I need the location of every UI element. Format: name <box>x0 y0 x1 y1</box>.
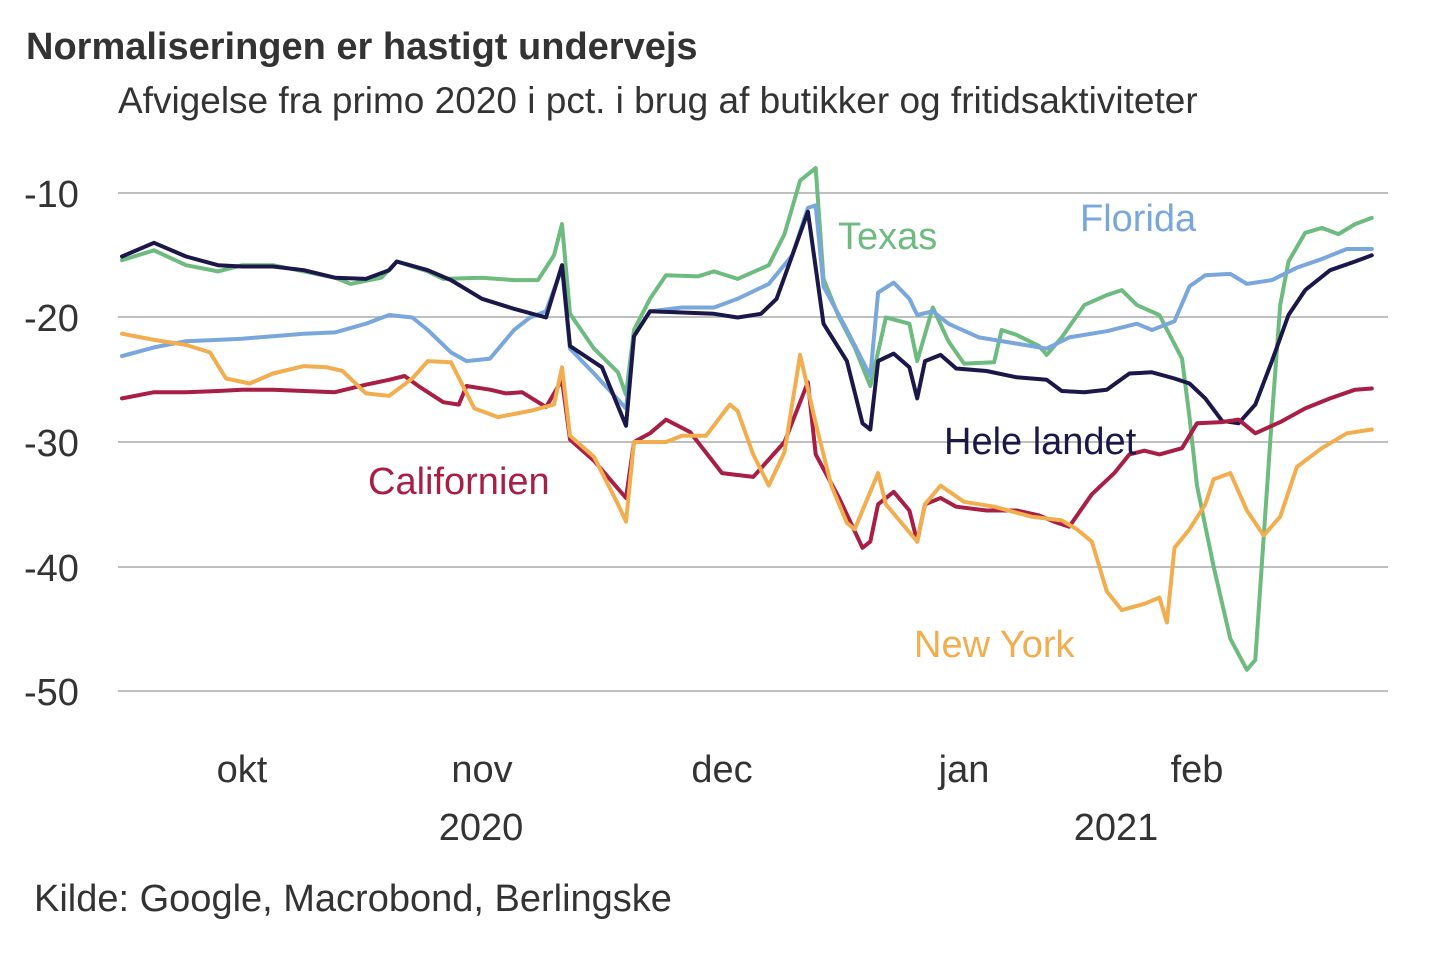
chart-title: Normaliseringen er hastigt undervejs <box>26 26 698 68</box>
source-note: Kilde: Google, Macrobond, Berlingske <box>34 878 672 920</box>
y-tick-label: -30 <box>24 423 79 465</box>
series-label-hele-landet: Hele landet <box>944 421 1137 463</box>
x-axis: okt nov dec jan feb 2020 2021 <box>217 749 1224 849</box>
x-year-label: 2021 <box>1074 807 1159 849</box>
series-label-florida: Florida <box>1080 198 1197 240</box>
series-labels: Texas Florida Hele landet Californien Ne… <box>368 198 1197 666</box>
x-tick-label: dec <box>691 749 752 791</box>
y-axis: -10 -20 -30 -40 -50 <box>24 174 79 714</box>
y-tick-label: -20 <box>24 298 79 340</box>
y-tick-label: -40 <box>24 548 79 590</box>
series-line-texas <box>120 166 1374 672</box>
x-tick-label: jan <box>938 749 990 791</box>
series-line-californien <box>120 374 1374 550</box>
y-tick-label: -50 <box>24 672 79 714</box>
y-tick-label: -10 <box>24 174 79 216</box>
series-line-hele-landet <box>120 209 1374 432</box>
gridlines <box>118 192 1388 692</box>
series-line-new-york <box>120 331 1374 625</box>
series-layer <box>120 166 1374 672</box>
series-label-new-york: New York <box>914 624 1076 666</box>
chart-subtitle: Afvigelse fra primo 2020 i pct. i brug a… <box>118 80 1198 121</box>
x-tick-label: okt <box>217 749 268 791</box>
series-label-californien: Californien <box>368 461 550 503</box>
x-tick-label: feb <box>1171 749 1224 791</box>
series-label-texas: Texas <box>838 216 937 258</box>
x-tick-label: nov <box>451 749 512 791</box>
x-year-label: 2020 <box>439 807 524 849</box>
